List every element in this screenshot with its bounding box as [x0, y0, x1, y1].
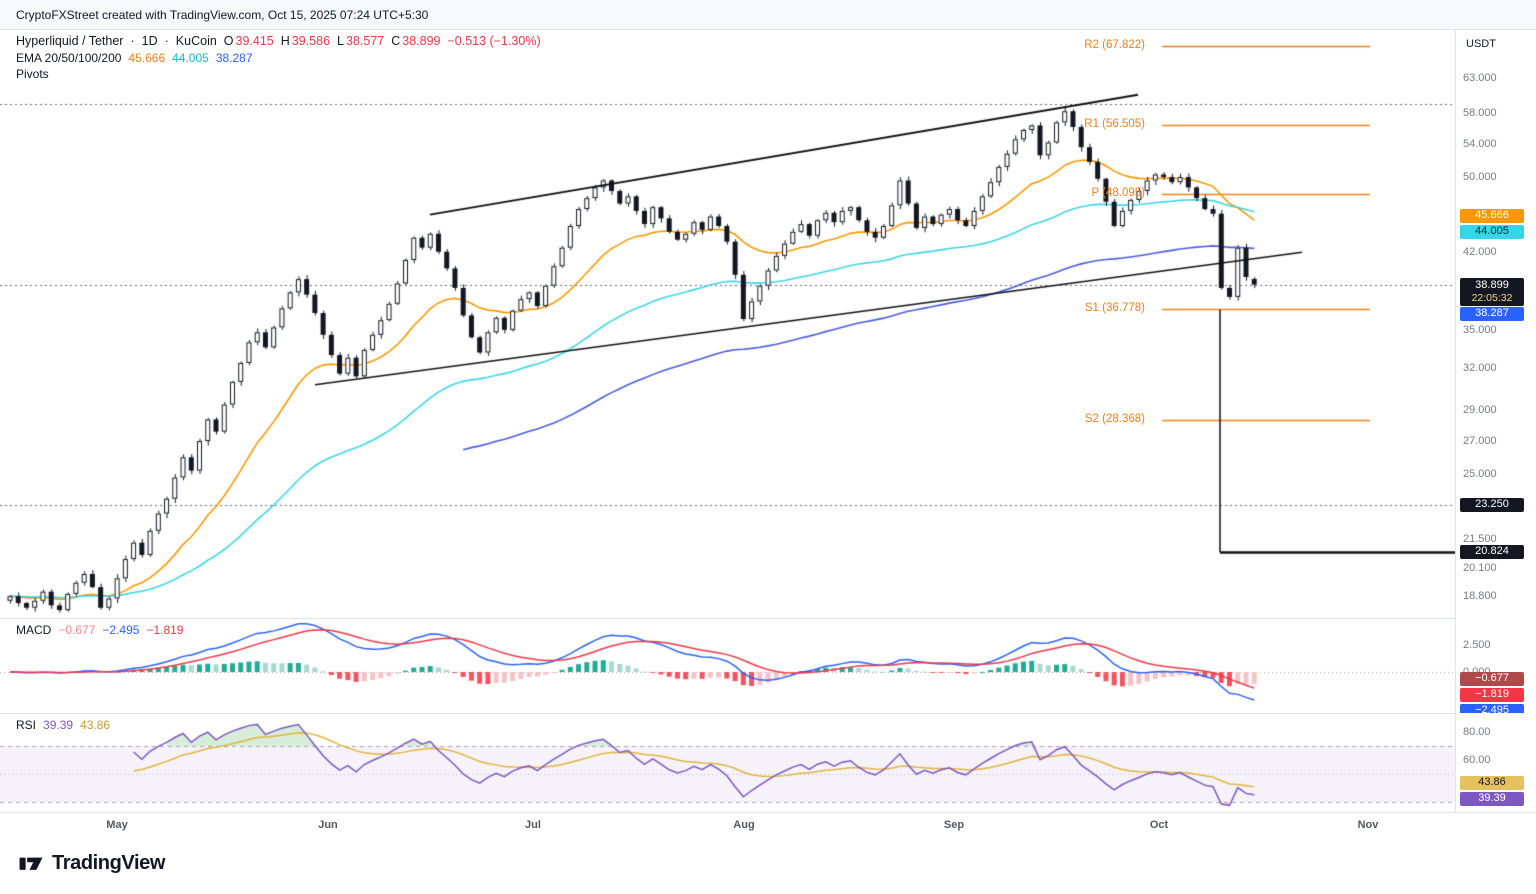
time-axis-month-nov: Nov	[1357, 819, 1379, 831]
time-axis-month-oct: Oct	[1149, 819, 1169, 831]
tradingview-logo[interactable]: TradingView	[18, 850, 165, 876]
footer: TradingView	[0, 838, 1536, 894]
axis-badge-23.250: 23.250	[1460, 498, 1524, 513]
axis-badge-45.666: 45.666	[1460, 208, 1524, 223]
axis-badge-38.899: 38.899 22:05:32	[1460, 277, 1524, 306]
ohlc-close: C 38.899	[391, 34, 441, 48]
axis-badge-44.005: 44.005	[1460, 224, 1524, 239]
axis-badge-43.86: 43.86	[1460, 775, 1524, 790]
axis-tick: 2.500	[1463, 639, 1491, 651]
macd-axis[interactable]: 2.5000.000−0.677−1.819−2.495	[1455, 618, 1536, 713]
axis-tick: 50.000	[1463, 171, 1497, 184]
ema-slow-value: 38.287	[215, 51, 253, 65]
credit-text: CryptoFXStreet created with TradingView.…	[16, 7, 429, 22]
rsi-legend-row[interactable]: RSI 39.39 43.86	[16, 718, 110, 732]
axis-badge-−0.677: −0.677	[1460, 672, 1524, 687]
ema-fast-value: 45.666	[128, 51, 166, 65]
ema-label: EMA 20/50/100/200	[16, 51, 122, 65]
ohlc-high: H 39.586	[280, 34, 331, 48]
macd-line-value: −2.495	[102, 623, 140, 637]
macd-legend-row[interactable]: MACD −0.677 −2.495 −1.819	[16, 623, 183, 637]
ema-mid-value: 44.005	[172, 51, 209, 65]
axis-tick: 58.000	[1463, 107, 1497, 120]
axis-tick: 42.000	[1463, 245, 1497, 258]
axis-badge-38.287: 38.287	[1460, 306, 1524, 321]
axis-tick: 27.000	[1463, 435, 1497, 448]
axis-tick: 20.100	[1463, 561, 1497, 574]
ema-legend-row[interactable]: EMA 20/50/100/200 45.666 44.005 38.287	[16, 51, 253, 65]
axis-tick: 80.00	[1463, 726, 1491, 738]
separator-dot: ·	[164, 34, 169, 48]
axis-tick: 60.00	[1463, 754, 1491, 766]
axis-tick: 25.000	[1463, 468, 1497, 481]
axis-tick: 18.800	[1463, 590, 1497, 603]
pivots-label: Pivots	[16, 67, 49, 81]
change-text: −0.513 (−1.30%)	[447, 34, 541, 48]
separator-dot: ·	[130, 34, 135, 48]
countdown-timer: 22:05:32	[1471, 291, 1513, 304]
symbol-legend-row[interactable]: Hyperliquid / Tether · 1D · KuCoin O 39.…	[16, 34, 541, 48]
axis-tick: 63.000	[1463, 72, 1497, 84]
axis-badge-−2.495: −2.495	[1460, 704, 1524, 713]
time-axis-month-sep: Sep	[943, 819, 965, 831]
topbar: CryptoFXStreet created with TradingView.…	[0, 0, 1536, 30]
currency-label: USDT	[1466, 38, 1496, 50]
time-axis-month-aug: Aug	[733, 819, 755, 831]
macd-label: MACD	[16, 623, 52, 637]
axis-tick: 35.000	[1463, 323, 1497, 336]
rsi-axis[interactable]: 80.00 60.00 43.86 39.39	[1455, 713, 1536, 812]
tradingview-logo-icon	[19, 857, 43, 870]
pane-separator-macd-rsi[interactable]	[0, 713, 1536, 714]
price-axis[interactable]: USDT 63.000 58.000 54.000 50.000 42.000 35.00…	[1455, 30, 1536, 618]
rsi-value: 39.39	[43, 718, 74, 732]
axis-tick: 29.000	[1463, 404, 1497, 417]
macd-signal-value: −1.819	[146, 623, 184, 637]
time-axis-month-jun: Jun	[318, 819, 338, 831]
axis-tick: 54.000	[1463, 138, 1497, 151]
time-axis-month-may: May	[106, 819, 128, 831]
time-axis[interactable]: May Jun Jul Aug Sep Oct Nov	[0, 812, 1536, 838]
axis-tick: 32.000	[1463, 362, 1497, 375]
symbol-interval: 1D	[141, 34, 158, 48]
tradingview-brand-text: TradingView	[52, 851, 166, 874]
pivots-legend-row[interactable]: Pivots	[16, 67, 49, 81]
rsi-label: RSI	[16, 718, 37, 732]
ohlc-open: O 39.415	[223, 34, 274, 48]
axis-badge-39.39: 39.39	[1460, 791, 1524, 806]
rsi-ma-value: 43.86	[80, 718, 111, 732]
ohlc-low: L 38.577	[337, 34, 385, 48]
pane-separator-main-macd[interactable]	[0, 618, 1536, 619]
axis-badge-−1.819: −1.819	[1460, 688, 1524, 703]
time-axis-month-jul: Jul	[525, 819, 541, 831]
price-chart-canvas[interactable]	[0, 30, 1455, 812]
symbol-title: Hyperliquid / Tether	[16, 34, 124, 48]
macd-hist-value: −0.677	[58, 623, 96, 637]
symbol-exchange: KuCoin	[175, 34, 217, 48]
axis-badge-20.824: 20.824	[1460, 545, 1524, 560]
axis-tick: 21.500	[1463, 532, 1497, 545]
